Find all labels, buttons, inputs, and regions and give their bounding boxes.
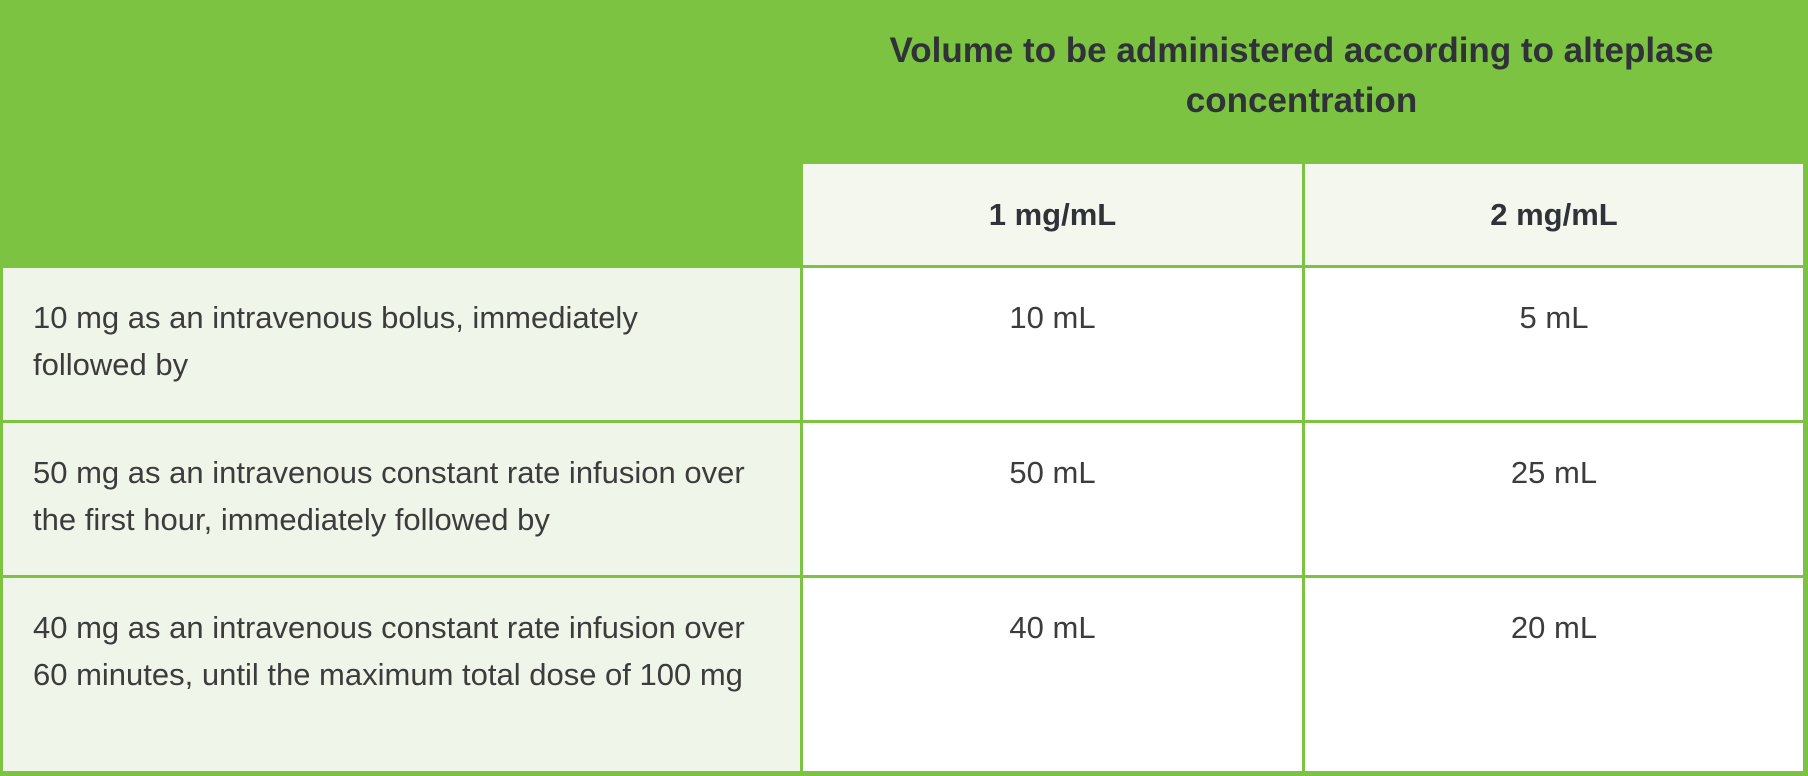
value-60-minute-2mg-ml: 20 mL [1305,578,1803,771]
table-title: Volume to be administered according to a… [889,31,1714,120]
value-60-minute-1mg-ml: 40 mL [803,578,1302,771]
value-first-hour-1mg-ml: 50 mL [803,423,1302,575]
value-bolus-1mg-ml: 10 mL [803,268,1302,420]
row-label-first-hour-infusion: 50 mg as an intravenous constant rate in… [3,423,800,575]
row-label-60-minute-infusion: 40 mg as an intravenous constant rate in… [3,578,800,771]
row-label-bolus: 10 mg as an intravenous bolus, immediate… [3,268,800,420]
dosing-grid: 1 mg/mL 2 mg/mL 10 mg as an intravenous … [3,164,1803,771]
value-first-hour-2mg-ml: 25 mL [1305,423,1803,575]
value-bolus-2mg-ml: 5 mL [1305,268,1803,420]
column-header-1mg-ml: 1 mg/mL [803,164,1302,265]
column-header-2mg-ml: 2 mg/mL [1305,164,1803,265]
corner-cell [3,164,800,265]
